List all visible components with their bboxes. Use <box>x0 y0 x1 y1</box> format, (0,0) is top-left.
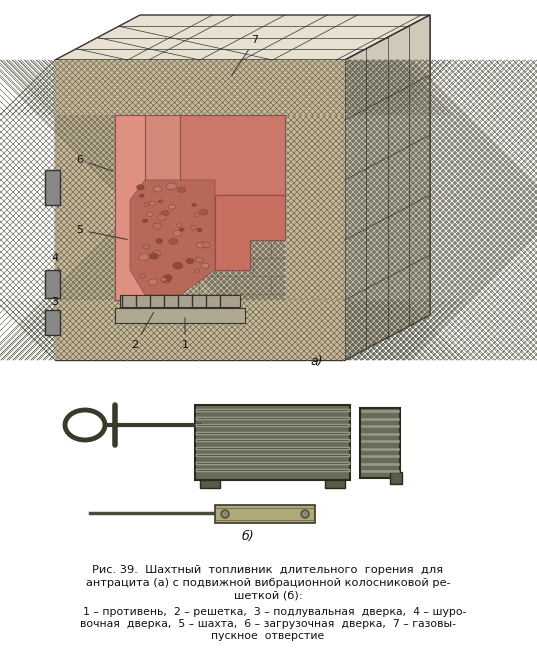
Ellipse shape <box>163 274 172 280</box>
Ellipse shape <box>153 250 161 256</box>
Bar <box>215 505 315 523</box>
Text: б): б) <box>242 530 255 543</box>
Text: 1: 1 <box>182 318 188 350</box>
Text: 2: 2 <box>132 313 154 350</box>
Polygon shape <box>345 15 430 360</box>
Ellipse shape <box>195 270 200 272</box>
Ellipse shape <box>144 203 149 206</box>
Ellipse shape <box>143 219 148 223</box>
Ellipse shape <box>140 274 146 278</box>
Bar <box>285 60 345 360</box>
Ellipse shape <box>166 183 177 190</box>
Ellipse shape <box>196 242 205 248</box>
Bar <box>195 405 350 480</box>
Bar <box>45 310 60 335</box>
Bar <box>325 480 345 488</box>
Bar <box>55 60 345 115</box>
Ellipse shape <box>154 186 162 192</box>
Ellipse shape <box>150 201 156 205</box>
Ellipse shape <box>192 203 197 207</box>
Ellipse shape <box>194 214 199 217</box>
Ellipse shape <box>153 223 162 229</box>
Bar <box>115 115 145 300</box>
Ellipse shape <box>177 187 186 193</box>
Bar <box>390 472 402 484</box>
Text: пускное  отверстие: пускное отверстие <box>212 631 325 641</box>
Text: а): а) <box>310 355 323 368</box>
Ellipse shape <box>199 209 208 215</box>
Ellipse shape <box>158 200 163 203</box>
Text: 6: 6 <box>76 155 112 171</box>
Ellipse shape <box>202 242 211 248</box>
Ellipse shape <box>139 254 149 260</box>
Ellipse shape <box>173 262 183 269</box>
Text: 5: 5 <box>76 225 127 240</box>
Ellipse shape <box>137 185 144 190</box>
Bar <box>55 60 115 360</box>
Bar <box>55 60 345 360</box>
Ellipse shape <box>177 223 182 227</box>
Text: 1 – противень,  2 – решетка,  3 – подлувальная  дверка,  4 – шуро-: 1 – противень, 2 – решетка, 3 – подлувал… <box>69 607 467 617</box>
Ellipse shape <box>195 257 203 262</box>
Ellipse shape <box>173 231 182 236</box>
Polygon shape <box>130 180 215 295</box>
Text: 3: 3 <box>52 297 59 313</box>
Ellipse shape <box>162 277 171 283</box>
Ellipse shape <box>157 215 166 221</box>
Ellipse shape <box>201 263 209 268</box>
Text: шеткой (б):: шеткой (б): <box>234 591 302 601</box>
Ellipse shape <box>147 212 153 217</box>
Text: 4: 4 <box>52 253 59 272</box>
Bar <box>120 295 240 307</box>
Polygon shape <box>55 15 430 60</box>
Polygon shape <box>215 195 285 270</box>
Text: антрацита (а) с подвижной вибрационной колосниковой ре-: антрацита (а) с подвижной вибрационной к… <box>85 578 451 588</box>
Ellipse shape <box>197 228 202 231</box>
Ellipse shape <box>190 225 196 229</box>
Ellipse shape <box>179 228 184 231</box>
Ellipse shape <box>140 194 144 197</box>
Ellipse shape <box>169 205 176 209</box>
Bar <box>115 115 285 180</box>
Bar <box>180 115 285 195</box>
Bar <box>45 270 60 298</box>
Ellipse shape <box>161 277 167 281</box>
Circle shape <box>301 510 309 518</box>
Bar <box>55 60 345 360</box>
Circle shape <box>221 510 229 518</box>
Bar <box>45 170 60 205</box>
Polygon shape <box>345 15 430 360</box>
Text: вочная  дверка,  5 – шахта,  6 – загрузочная  дверка,  7 – газовы-: вочная дверка, 5 – шахта, 6 – загрузочна… <box>80 619 456 629</box>
Text: Рис. 39.  Шахтный  топливник  длительного  горения  для: Рис. 39. Шахтный топливник длительного г… <box>92 565 444 575</box>
Ellipse shape <box>143 244 150 249</box>
Bar <box>200 480 220 488</box>
Ellipse shape <box>161 211 169 215</box>
Bar <box>55 300 345 360</box>
Text: 7: 7 <box>231 35 258 76</box>
Ellipse shape <box>186 258 194 264</box>
Ellipse shape <box>149 253 158 259</box>
Ellipse shape <box>169 238 178 244</box>
Bar <box>360 408 400 478</box>
Ellipse shape <box>156 239 163 244</box>
Ellipse shape <box>148 279 157 285</box>
Bar <box>115 308 245 323</box>
